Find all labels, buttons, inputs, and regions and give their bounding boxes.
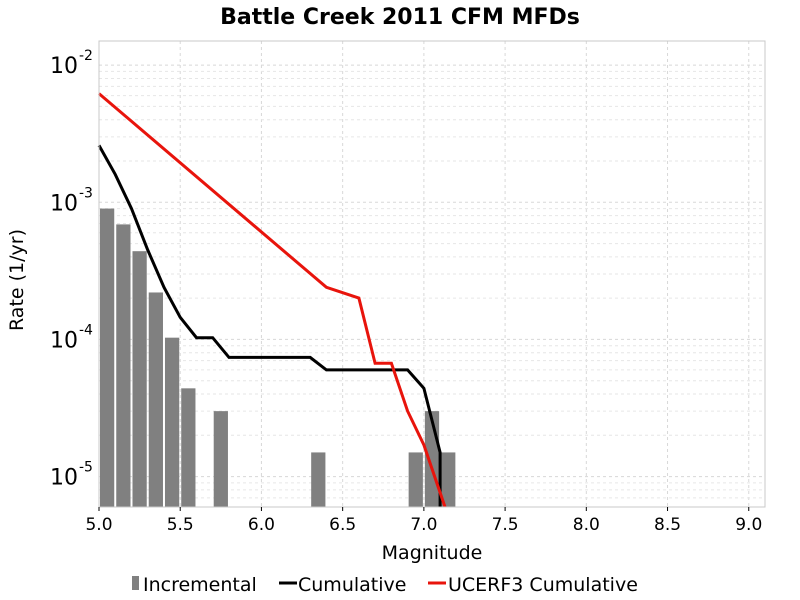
plot-area-frame bbox=[98, 40, 766, 508]
incremental-bar bbox=[132, 251, 147, 507]
x-tick-label: 7.5 bbox=[492, 515, 519, 535]
legend: Incremental Cumulative UCERF3 Cumulative bbox=[132, 574, 638, 596]
y-tick-exponent: -3 bbox=[79, 185, 93, 201]
incremental-bar bbox=[100, 208, 115, 507]
x-axis-label: Magnitude bbox=[382, 542, 483, 564]
legend-label-ucerf3: UCERF3 Cumulative bbox=[448, 574, 638, 596]
x-tick-label: 9.0 bbox=[735, 515, 762, 535]
y-tick-exponent: -2 bbox=[79, 48, 93, 64]
y-tick-exponent: -4 bbox=[79, 322, 93, 338]
incremental-bar bbox=[213, 411, 228, 507]
series-lines bbox=[97, 92, 447, 508]
y-tick-label: 10 bbox=[50, 466, 78, 491]
y-axis-ticks: 10-510-410-310-2 bbox=[50, 48, 93, 490]
x-tick-label: 6.5 bbox=[329, 515, 356, 535]
incremental-bar bbox=[408, 452, 423, 507]
incremental-bar bbox=[164, 337, 180, 507]
chart-title: Battle Creek 2011 CFM MFDs bbox=[220, 5, 580, 30]
legend-label-cumulative: Cumulative bbox=[298, 574, 406, 596]
legend-label-incremental: Incremental bbox=[143, 574, 257, 596]
incremental-bar bbox=[116, 224, 131, 507]
x-tick-label: 6.0 bbox=[248, 515, 275, 535]
x-tick-label: 8.5 bbox=[654, 515, 681, 535]
grid-lines bbox=[98, 41, 765, 508]
x-tick-label: 5.5 bbox=[167, 515, 194, 535]
incremental-bar bbox=[311, 452, 326, 507]
y-tick-label: 10 bbox=[50, 191, 78, 216]
x-axis-ticks: 5.0 5.5 6.0 6.5 7.0 7.5 8.0 8.5 9.0 bbox=[85, 507, 762, 535]
ucerf3-cumulative-line bbox=[98, 92, 447, 508]
x-tick-label: 7.0 bbox=[410, 515, 437, 535]
incremental-bar bbox=[181, 388, 196, 507]
incremental-bar bbox=[441, 452, 456, 507]
y-tick-label: 10 bbox=[50, 328, 78, 353]
y-tick-exponent: -5 bbox=[79, 460, 93, 476]
y-tick-label: 10 bbox=[50, 54, 78, 79]
legend-swatch-incremental bbox=[132, 576, 139, 590]
x-tick-label: 5.0 bbox=[85, 515, 112, 535]
x-tick-label: 8.0 bbox=[573, 515, 600, 535]
incremental-bars bbox=[100, 208, 456, 507]
y-axis-label: Rate (1/yr) bbox=[6, 229, 28, 331]
incremental-bar bbox=[148, 292, 163, 507]
cumulative-line bbox=[97, 144, 442, 507]
